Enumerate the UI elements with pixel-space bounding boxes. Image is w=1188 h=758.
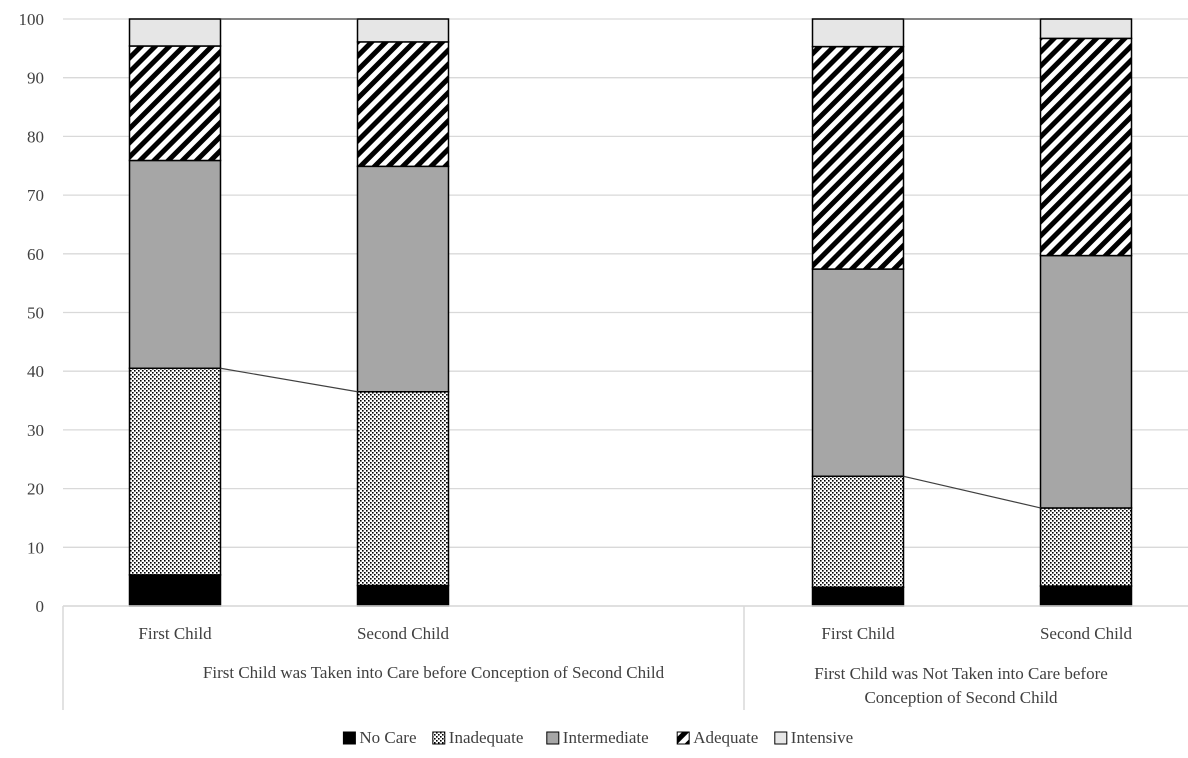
bar-segment-no-care — [356, 584, 450, 607]
bar-segment-inadequate — [128, 367, 222, 576]
bar-segment-intensive — [356, 18, 450, 43]
y-tick-label: 60 — [27, 245, 44, 264]
y-tick-label: 80 — [27, 127, 44, 146]
bar-segment-adequate — [356, 41, 450, 168]
legend: No Care Inadequate Intermediate Adequate Int… — [342, 728, 853, 747]
y-tick-label: 100 — [19, 10, 45, 29]
x-category-label: First Child — [821, 624, 895, 643]
y-tick-label: 0 — [36, 597, 45, 616]
legend-item-inadequate: Inadequate — [432, 728, 524, 747]
y-tick-label: 10 — [27, 538, 44, 557]
legend-label: Adequate — [693, 728, 758, 747]
bar-segment-intensive — [1039, 18, 1133, 40]
legend-swatch — [546, 731, 560, 745]
legend-item-intensive: Intensive — [774, 728, 853, 747]
bar-segment-intensive — [811, 18, 905, 48]
y-tick-label: 40 — [27, 362, 44, 381]
x-group-label: First Child was Taken into Care before C… — [203, 663, 665, 682]
bar-segment-intermediate — [128, 159, 222, 370]
legend-item-intermediate: Intermediate — [546, 728, 649, 747]
legend-label: Intermediate — [563, 728, 649, 747]
legend-swatch — [774, 731, 788, 745]
y-axis: 0 10 20 30 40 50 60 70 80 90 100 — [19, 10, 45, 616]
gridlines — [63, 18, 1188, 607]
y-tick-label: 50 — [27, 304, 44, 323]
bar-segment-inadequate — [811, 475, 905, 588]
y-tick-label: 70 — [27, 186, 44, 205]
x-category-label: Second Child — [1040, 624, 1133, 643]
x-group-label: First Child was Not Taken into Care befo… — [814, 664, 1108, 683]
bar-segment-adequate — [811, 45, 905, 270]
y-tick-label: 30 — [27, 421, 44, 440]
bar-segment-intensive — [128, 18, 222, 47]
legend-label: No Care — [359, 728, 416, 747]
legend-item-no-care: No Care — [342, 728, 417, 747]
bar-segment-inadequate — [356, 390, 450, 587]
legend-label: Inadequate — [449, 728, 524, 747]
bar-segment-intermediate — [356, 165, 450, 393]
bar-segment-intermediate — [811, 268, 905, 478]
bar-segment-inadequate — [1039, 507, 1133, 587]
bar-segment-no-care — [811, 586, 905, 607]
series-line — [220, 367, 358, 393]
bar-segment-no-care — [1039, 585, 1133, 607]
bars — [128, 18, 1133, 607]
legend-swatch — [432, 731, 446, 745]
x-category-label: Second Child — [357, 624, 450, 643]
x-group-label: Conception of Second Child — [864, 688, 1058, 707]
x-category-label: First Child — [138, 624, 212, 643]
series-line — [903, 475, 1041, 509]
bar-segment-adequate — [128, 45, 222, 162]
y-tick-label: 90 — [27, 69, 44, 88]
connector-lines — [220, 18, 1041, 509]
bar-segment-adequate — [1039, 37, 1133, 257]
x-axis: First Child Second Child First Child was T… — [62, 605, 1188, 710]
bar-segment-intermediate — [1039, 254, 1133, 509]
legend-label: Intensive — [791, 728, 853, 747]
legend-swatch — [342, 731, 356, 745]
y-tick-label: 20 — [27, 480, 44, 499]
bar-segment-no-care — [128, 574, 222, 607]
legend-swatch — [676, 731, 690, 745]
legend-item-adequate: Adequate — [676, 728, 758, 747]
